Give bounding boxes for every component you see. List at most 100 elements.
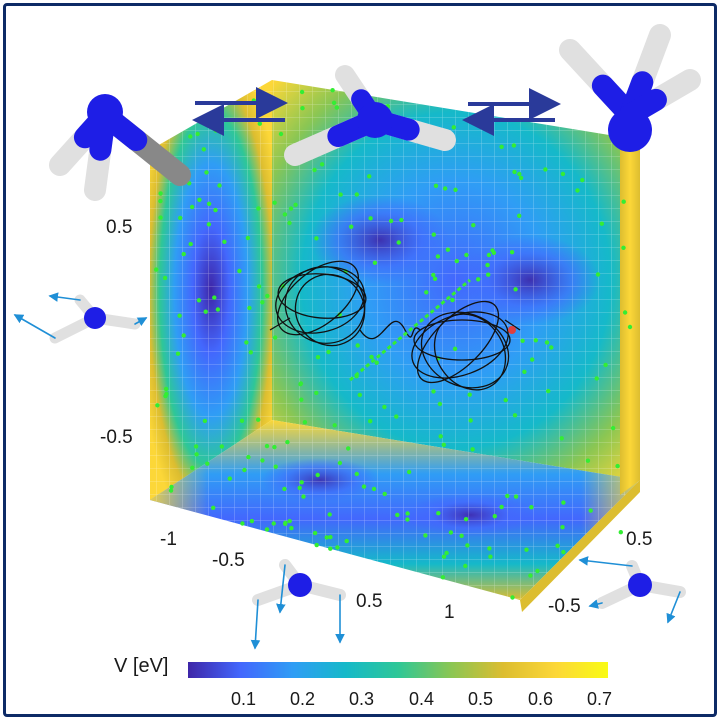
- sample-point: [190, 465, 195, 470]
- front-axis-tick: -0.5: [212, 550, 245, 571]
- sample-point: [299, 480, 304, 485]
- front-axis-tick: 0.5: [356, 591, 383, 612]
- sample-point: [487, 546, 492, 551]
- sample-point: [522, 369, 527, 374]
- sample-point: [217, 183, 222, 188]
- colorbar-tick: 0.1: [231, 689, 257, 709]
- sample-point: [244, 340, 249, 345]
- trajectory: [269, 260, 521, 391]
- sample-point: [201, 147, 206, 152]
- image-frame: [3, 3, 717, 717]
- sample-point: [256, 206, 261, 211]
- sample-point: [396, 240, 401, 245]
- sample-point: [467, 392, 472, 397]
- sample-point: [246, 454, 251, 460]
- sample-point: [543, 167, 548, 172]
- sample-point: [367, 174, 372, 179]
- sample-point: [433, 183, 439, 188]
- sample-point: [476, 277, 481, 282]
- sample-point: [463, 517, 469, 522]
- sample-point: [594, 376, 599, 381]
- sample-point: [443, 186, 448, 191]
- sample-point: [372, 260, 378, 265]
- sample-point: [314, 390, 319, 396]
- sample-point: [193, 444, 199, 449]
- sample-point: [575, 188, 580, 193]
- sample-point: [530, 357, 535, 362]
- sample-point: [331, 100, 337, 106]
- sample-point: [406, 469, 412, 475]
- sample-point: [206, 201, 212, 206]
- sample-point: [395, 512, 400, 518]
- sample-point: [555, 543, 560, 548]
- sample-point: [361, 484, 367, 489]
- sample-point: [260, 300, 265, 305]
- sample-point: [559, 436, 564, 441]
- sample-point: [312, 530, 318, 536]
- sample-point: [344, 538, 349, 544]
- sample-point: [546, 388, 551, 394]
- sample-point: [405, 517, 410, 522]
- sample-point: [239, 418, 245, 423]
- sample-point: [265, 293, 270, 299]
- sample-point: [453, 187, 458, 192]
- sample-point: [155, 403, 160, 408]
- sample-point: [212, 295, 217, 300]
- sample-point: [346, 446, 351, 451]
- sample-point: [205, 461, 210, 466]
- sample-point: [560, 171, 566, 177]
- sample-point: [196, 298, 202, 303]
- sample-point: [158, 215, 163, 220]
- sample-point: [285, 439, 290, 445]
- sample-point: [621, 199, 626, 204]
- sample-point: [432, 276, 438, 281]
- sample-point: [438, 434, 443, 439]
- sample-point: [451, 125, 456, 130]
- sample-point: [368, 419, 373, 424]
- sample-point: [195, 131, 200, 137]
- sample-point: [213, 128, 219, 133]
- sample-point: [328, 534, 333, 540]
- sample-point: [257, 121, 262, 126]
- sample-point: [441, 442, 446, 447]
- colorbar-icon: [188, 662, 608, 678]
- sample-point: [528, 573, 533, 578]
- sample-point: [450, 297, 455, 303]
- sample-point: [357, 392, 362, 398]
- sample-point: [388, 218, 394, 224]
- sample-point: [524, 547, 529, 552]
- sample-point: [335, 545, 340, 550]
- sample-point: [219, 444, 224, 449]
- sample-point: [464, 252, 469, 258]
- sample-point: [328, 546, 333, 551]
- sample-point: [248, 350, 253, 355]
- sample-point: [215, 307, 221, 312]
- sample-point: [560, 525, 565, 530]
- sample-point: [282, 486, 287, 492]
- colorbar-tick: 0.2: [290, 689, 316, 709]
- sample-point: [369, 354, 374, 360]
- sample-point: [169, 484, 174, 490]
- sample-point: [278, 131, 284, 137]
- sample-point: [177, 313, 182, 318]
- front-axis-tick: 1: [444, 602, 455, 623]
- sample-point: [237, 268, 242, 274]
- sample-point: [435, 254, 441, 259]
- sample-point: [499, 144, 504, 149]
- sample-point: [485, 262, 490, 268]
- sample-point: [315, 472, 320, 478]
- sample-point: [618, 530, 623, 535]
- trajectory-end-marker: [508, 326, 516, 334]
- colorbar-tick: 0.5: [468, 689, 494, 709]
- sample-point: [222, 239, 227, 244]
- colorbar-tick: 0.3: [349, 689, 375, 709]
- sample-point: [445, 247, 451, 252]
- sample-point: [535, 568, 540, 574]
- colorbar-tick: 0.7: [587, 689, 613, 709]
- colorbar-tick: 0.4: [409, 689, 435, 709]
- sample-point: [338, 192, 343, 197]
- sample-point: [197, 197, 202, 202]
- sample-point: [164, 391, 169, 397]
- left-axis-tick: 0.5: [106, 217, 133, 238]
- sample-point: [312, 167, 317, 173]
